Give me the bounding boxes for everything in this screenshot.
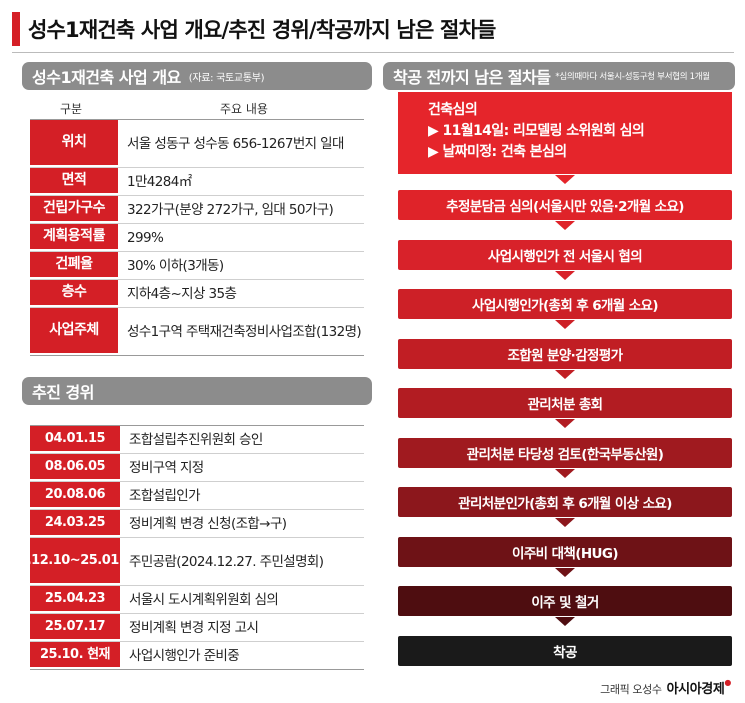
credit: 그래픽 오성수 아시아경제● (600, 678, 731, 697)
flow-arrow-icon (555, 320, 575, 329)
row-key: 사업주체 (30, 308, 118, 355)
procedure-step: 관리처분인가(총회 후 6개월 이상 소요) (398, 487, 732, 517)
row-event: 정비계획 변경 지정 고시 (129, 619, 259, 636)
flow-arrow-icon (555, 419, 575, 428)
title-accent-bar (12, 12, 20, 46)
step-building-review-title: 건축심의 (428, 102, 478, 118)
table-row: 위치 서울 성동구 성수동 656-1267번지 일대 (30, 120, 364, 168)
table-row: 25.04.23 서울시 도시계획위원회 심의 (30, 586, 364, 614)
row-key: 계획용적률 (30, 224, 118, 251)
row-event: 서울시 도시계획위원회 심의 (129, 591, 279, 608)
row-date: 08.06.05 (30, 454, 120, 481)
brand-mark-icon: ● (724, 678, 731, 687)
procedures-heading: 착공 전까지 남은 절차들 *심의때마다 서울시-성동구청 부서협의 1개월 (383, 62, 735, 90)
row-event: 정비구역 지정 (129, 459, 204, 476)
table-row: 24.12.10~25.01.13 주민공람(2024.12.27. 주민설명회… (10, 538, 364, 586)
overview-column-headers: 구분 주요 내용 (30, 98, 364, 120)
row-key: 위치 (30, 120, 118, 167)
table-row: 면적 1만4284㎡ (30, 168, 364, 196)
row-key: 건립가구수 (30, 196, 118, 223)
row-date: 04.01.15 (30, 426, 120, 453)
row-key: 건폐율 (30, 252, 118, 279)
page-title: 성수1재건축 사업 개요/추진 경위/착공까지 남은 절차들 (28, 18, 496, 42)
history-heading-text: 추진 경위 (32, 383, 94, 402)
procedure-step: 사업시행인가(총회 후 6개월 소요) (398, 289, 732, 319)
flow-arrow-icon (555, 617, 575, 626)
procedures-heading-text: 착공 전까지 남은 절차들 (393, 68, 551, 87)
overview-source: (자료: 국토교통부) (188, 72, 265, 84)
row-event: 조합설립인가 (129, 487, 201, 504)
row-event: 정비계획 변경 신청(조합→구) (129, 515, 287, 532)
row-date: 24.03.25 (30, 510, 120, 537)
procedure-step: 조합원 분양·감정평가 (398, 338, 732, 369)
title-divider (12, 52, 734, 53)
col-value-header: 주요 내용 (220, 102, 268, 116)
row-value: 지하4층~지상 35층 (127, 285, 237, 302)
flow-arrow-icon (555, 270, 575, 280)
row-value: 서울 성동구 성수동 656-1267번지 일대 (127, 135, 344, 152)
row-date: 20.08.06 (30, 482, 120, 509)
flow-arrow-icon (555, 518, 575, 527)
step-building-review: 건축심의 ▶ 11월14일: 리모델링 소위원회 심의 ▶ 날짜미정: 건축 본… (398, 92, 732, 174)
table-row: 사업주체 성수1구역 주택재건축정비사업조합(132명) (30, 308, 364, 356)
row-event: 사업시행인가 준비중 (129, 647, 240, 664)
table-row: 층수 지하4층~지상 35층 (30, 280, 364, 308)
brand-logo: 아시아경제 (666, 682, 725, 697)
procedure-step: 이주비 대책(HUG) (398, 536, 732, 567)
row-value: 322가구(분양 272가구, 임대 50가구) (127, 201, 334, 218)
row-value: 30% 이하(3개동) (127, 257, 224, 274)
row-event: 주민공람(2024.12.27. 주민설명회) (129, 553, 324, 570)
row-date: 25.04.23 (30, 586, 120, 613)
flow-arrow-icon (555, 369, 575, 379)
overview-heading: 성수1재건축 사업 개요 (자료: 국토교통부) (22, 62, 372, 90)
history-heading: 추진 경위 (22, 377, 372, 405)
row-value: 1만4284㎡ (127, 173, 192, 190)
table-row: 20.08.06 조합설립인가 (30, 482, 364, 510)
table-row: 25.07.17 정비계획 변경 지정 고시 (30, 614, 364, 642)
history-table: 04.01.15 조합설립추진위원회 승인 08.06.05 정비구역 지정 2… (10, 425, 364, 670)
step-building-review-line: ▶ 11월14일: 리모델링 소위원회 심의 (428, 123, 645, 139)
step-building-review-line: ▶ 날짜미정: 건축 본심의 (428, 144, 567, 160)
row-date: 24.12.10~25.01.13 (10, 538, 141, 585)
procedure-step: 관리처분 총회 (398, 388, 732, 418)
table-row: 04.01.15 조합설립추진위원회 승인 (30, 426, 364, 454)
flow-arrow-icon (555, 175, 575, 184)
flow-arrow-icon (555, 567, 575, 577)
procedure-step: 착공 (398, 635, 732, 666)
table-row: 계획용적률 299% (30, 224, 364, 252)
row-value: 299% (127, 229, 164, 246)
flow-arrow-icon (555, 468, 575, 478)
overview-heading-text: 성수1재건축 사업 개요 (32, 68, 181, 87)
row-key: 층수 (30, 280, 118, 307)
procedure-step: 사업시행인가 전 서울시 협의 (398, 239, 732, 270)
col-key-header: 구분 (60, 102, 83, 116)
row-key: 면적 (30, 168, 118, 195)
procedure-step: 이주 및 철거 (398, 586, 732, 616)
row-date: 25.10. 현재 (30, 642, 120, 669)
procedure-step: 추정분담금 심의(서울시만 있음·2개월 소요) (398, 190, 732, 220)
overview-table: 위치 서울 성동구 성수동 656-1267번지 일대 면적 1만4284㎡ 건… (30, 120, 364, 356)
table-row: 24.03.25 정비계획 변경 신청(조합→구) (30, 510, 364, 538)
procedures-note: *심의때마다 서울시-성동구청 부서협의 1개월 (555, 72, 710, 82)
table-row: 25.10. 현재 사업시행인가 준비중 (30, 642, 364, 670)
credit-label: 그래픽 오성수 (600, 683, 662, 696)
flow-arrow-icon (555, 221, 575, 230)
procedure-step: 관리처분 타당성 검토(한국부동산원) (398, 437, 732, 468)
row-value: 성수1구역 주택재건축정비사업조합(132명) (127, 323, 362, 340)
table-row: 건립가구수 322가구(분양 272가구, 임대 50가구) (30, 196, 364, 224)
table-row: 건폐율 30% 이하(3개동) (30, 252, 364, 280)
row-event: 조합설립추진위원회 승인 (129, 431, 263, 448)
row-date: 25.07.17 (30, 614, 120, 641)
table-row: 08.06.05 정비구역 지정 (30, 454, 364, 482)
